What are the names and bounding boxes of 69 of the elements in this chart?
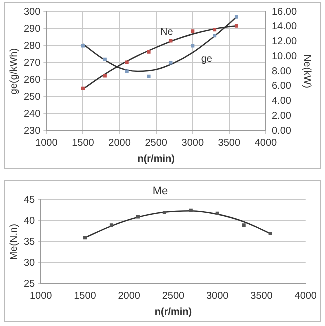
point bbox=[169, 39, 173, 43]
x-tick-label: 4000 bbox=[254, 138, 278, 149]
x-tick-label: 3000 bbox=[182, 138, 204, 149]
y2-tick-label: 8.00 bbox=[272, 66, 292, 78]
y2-tick-label: 16.00 bbox=[272, 6, 298, 18]
x-tick-label: 1500 bbox=[72, 138, 95, 149]
series-label: Ne bbox=[160, 27, 174, 38]
chart-title: Me bbox=[152, 186, 168, 198]
x-tick-label: 3500 bbox=[250, 290, 274, 302]
x-tick-label: 2000 bbox=[108, 138, 132, 149]
y-tick-label: 230 bbox=[24, 126, 42, 137]
x-axis-title: n(r/min) bbox=[138, 154, 175, 165]
point bbox=[213, 28, 217, 32]
x-axis-title: n(r/min) bbox=[154, 306, 192, 318]
line-series bbox=[84, 210, 272, 239]
point bbox=[103, 58, 107, 62]
x-tick-label: 3500 bbox=[218, 138, 241, 149]
point bbox=[169, 61, 173, 65]
y2-tick-label: 10.00 bbox=[272, 51, 298, 62]
y-tick-label: 270 bbox=[24, 58, 42, 69]
x-tick-label: 4000 bbox=[294, 290, 318, 302]
point bbox=[125, 70, 129, 74]
y2-tick-label: 2.00 bbox=[272, 110, 292, 122]
point bbox=[136, 215, 140, 219]
point bbox=[268, 232, 272, 236]
y-axis-title: Me(N.n) bbox=[8, 224, 20, 260]
y-tick-label: 300 bbox=[24, 6, 42, 18]
y2-tick-label: 14.00 bbox=[272, 22, 298, 33]
x-tick-label: 1500 bbox=[74, 290, 97, 302]
point bbox=[81, 86, 86, 90]
y-axis-title: ge(g/kWh) bbox=[8, 48, 20, 95]
point bbox=[103, 74, 107, 78]
y2-tick-label: 6.00 bbox=[272, 81, 292, 92]
x-tick-label: 3000 bbox=[206, 290, 230, 302]
point bbox=[125, 60, 129, 64]
series-label: ge bbox=[201, 54, 213, 65]
point bbox=[213, 34, 217, 38]
x-tick-label: 1000 bbox=[36, 138, 58, 149]
point bbox=[110, 224, 114, 228]
point bbox=[83, 236, 88, 240]
point bbox=[242, 224, 246, 228]
x-tick-label: 2000 bbox=[118, 290, 141, 302]
point bbox=[162, 210, 166, 215]
y-tick-label: 35 bbox=[24, 236, 36, 248]
point bbox=[81, 44, 86, 48]
y-tick-label: 40 bbox=[24, 216, 36, 227]
y-tick-label: 30 bbox=[24, 258, 36, 269]
y-tick-label: 250 bbox=[24, 92, 42, 103]
x-tick-label: 2500 bbox=[162, 290, 186, 302]
point bbox=[191, 44, 195, 48]
point bbox=[191, 30, 195, 34]
x-tick-label: 1000 bbox=[30, 290, 53, 302]
y2-tick-label: 0.00 bbox=[272, 126, 292, 137]
point bbox=[147, 50, 151, 54]
y2-tick-label: 4.00 bbox=[272, 96, 292, 107]
point bbox=[234, 15, 239, 19]
y2-tick-label: 12.00 bbox=[272, 36, 298, 48]
y-tick-label: 280 bbox=[24, 40, 42, 52]
point bbox=[189, 208, 193, 212]
y-tick-label: 25 bbox=[24, 278, 36, 290]
y-tick-label: 240 bbox=[24, 108, 42, 120]
point bbox=[234, 24, 239, 28]
y-tick-label: 290 bbox=[24, 24, 42, 35]
x-tick-label: 2500 bbox=[145, 138, 168, 149]
point bbox=[216, 212, 220, 216]
point bbox=[147, 74, 151, 78]
y2-axis-title: Ne(kW) bbox=[301, 54, 312, 88]
y-tick-label: 260 bbox=[24, 74, 42, 86]
y-tick-label: 45 bbox=[24, 194, 36, 206]
